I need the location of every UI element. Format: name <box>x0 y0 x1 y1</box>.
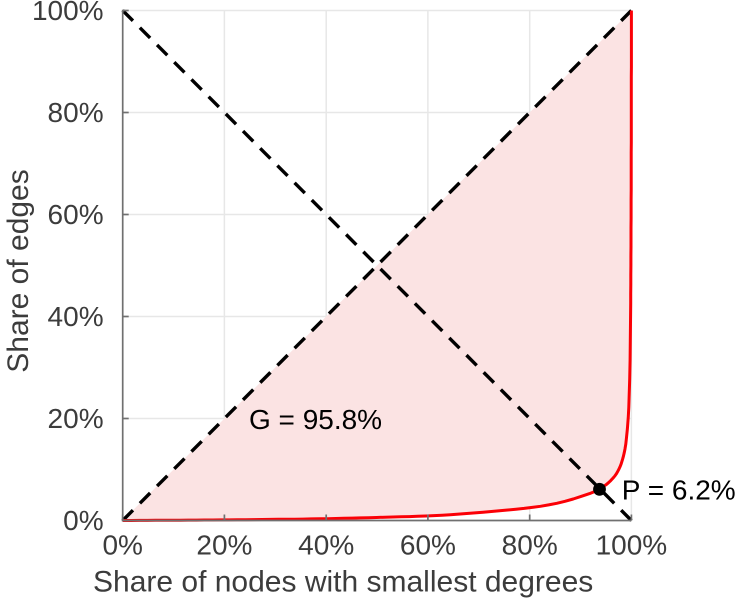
svg-text:80%: 80% <box>502 530 558 561</box>
svg-text:60%: 60% <box>400 530 456 561</box>
svg-text:80%: 80% <box>48 97 104 128</box>
svg-text:P = 6.2%: P = 6.2% <box>622 474 736 505</box>
svg-text:Share of edges: Share of edges <box>2 169 35 372</box>
svg-text:40%: 40% <box>298 530 354 561</box>
svg-text:60%: 60% <box>48 199 104 230</box>
svg-text:20%: 20% <box>196 530 252 561</box>
svg-text:G = 95.8%: G = 95.8% <box>249 404 382 435</box>
svg-text:40%: 40% <box>48 301 104 332</box>
svg-text:0%: 0% <box>102 530 142 561</box>
svg-text:100%: 100% <box>596 530 668 561</box>
svg-text:100%: 100% <box>32 0 104 26</box>
svg-text:Share of nodes with smallest d: Share of nodes with smallest degrees <box>93 566 593 599</box>
svg-text:0%: 0% <box>63 505 103 536</box>
svg-text:20%: 20% <box>48 403 104 434</box>
